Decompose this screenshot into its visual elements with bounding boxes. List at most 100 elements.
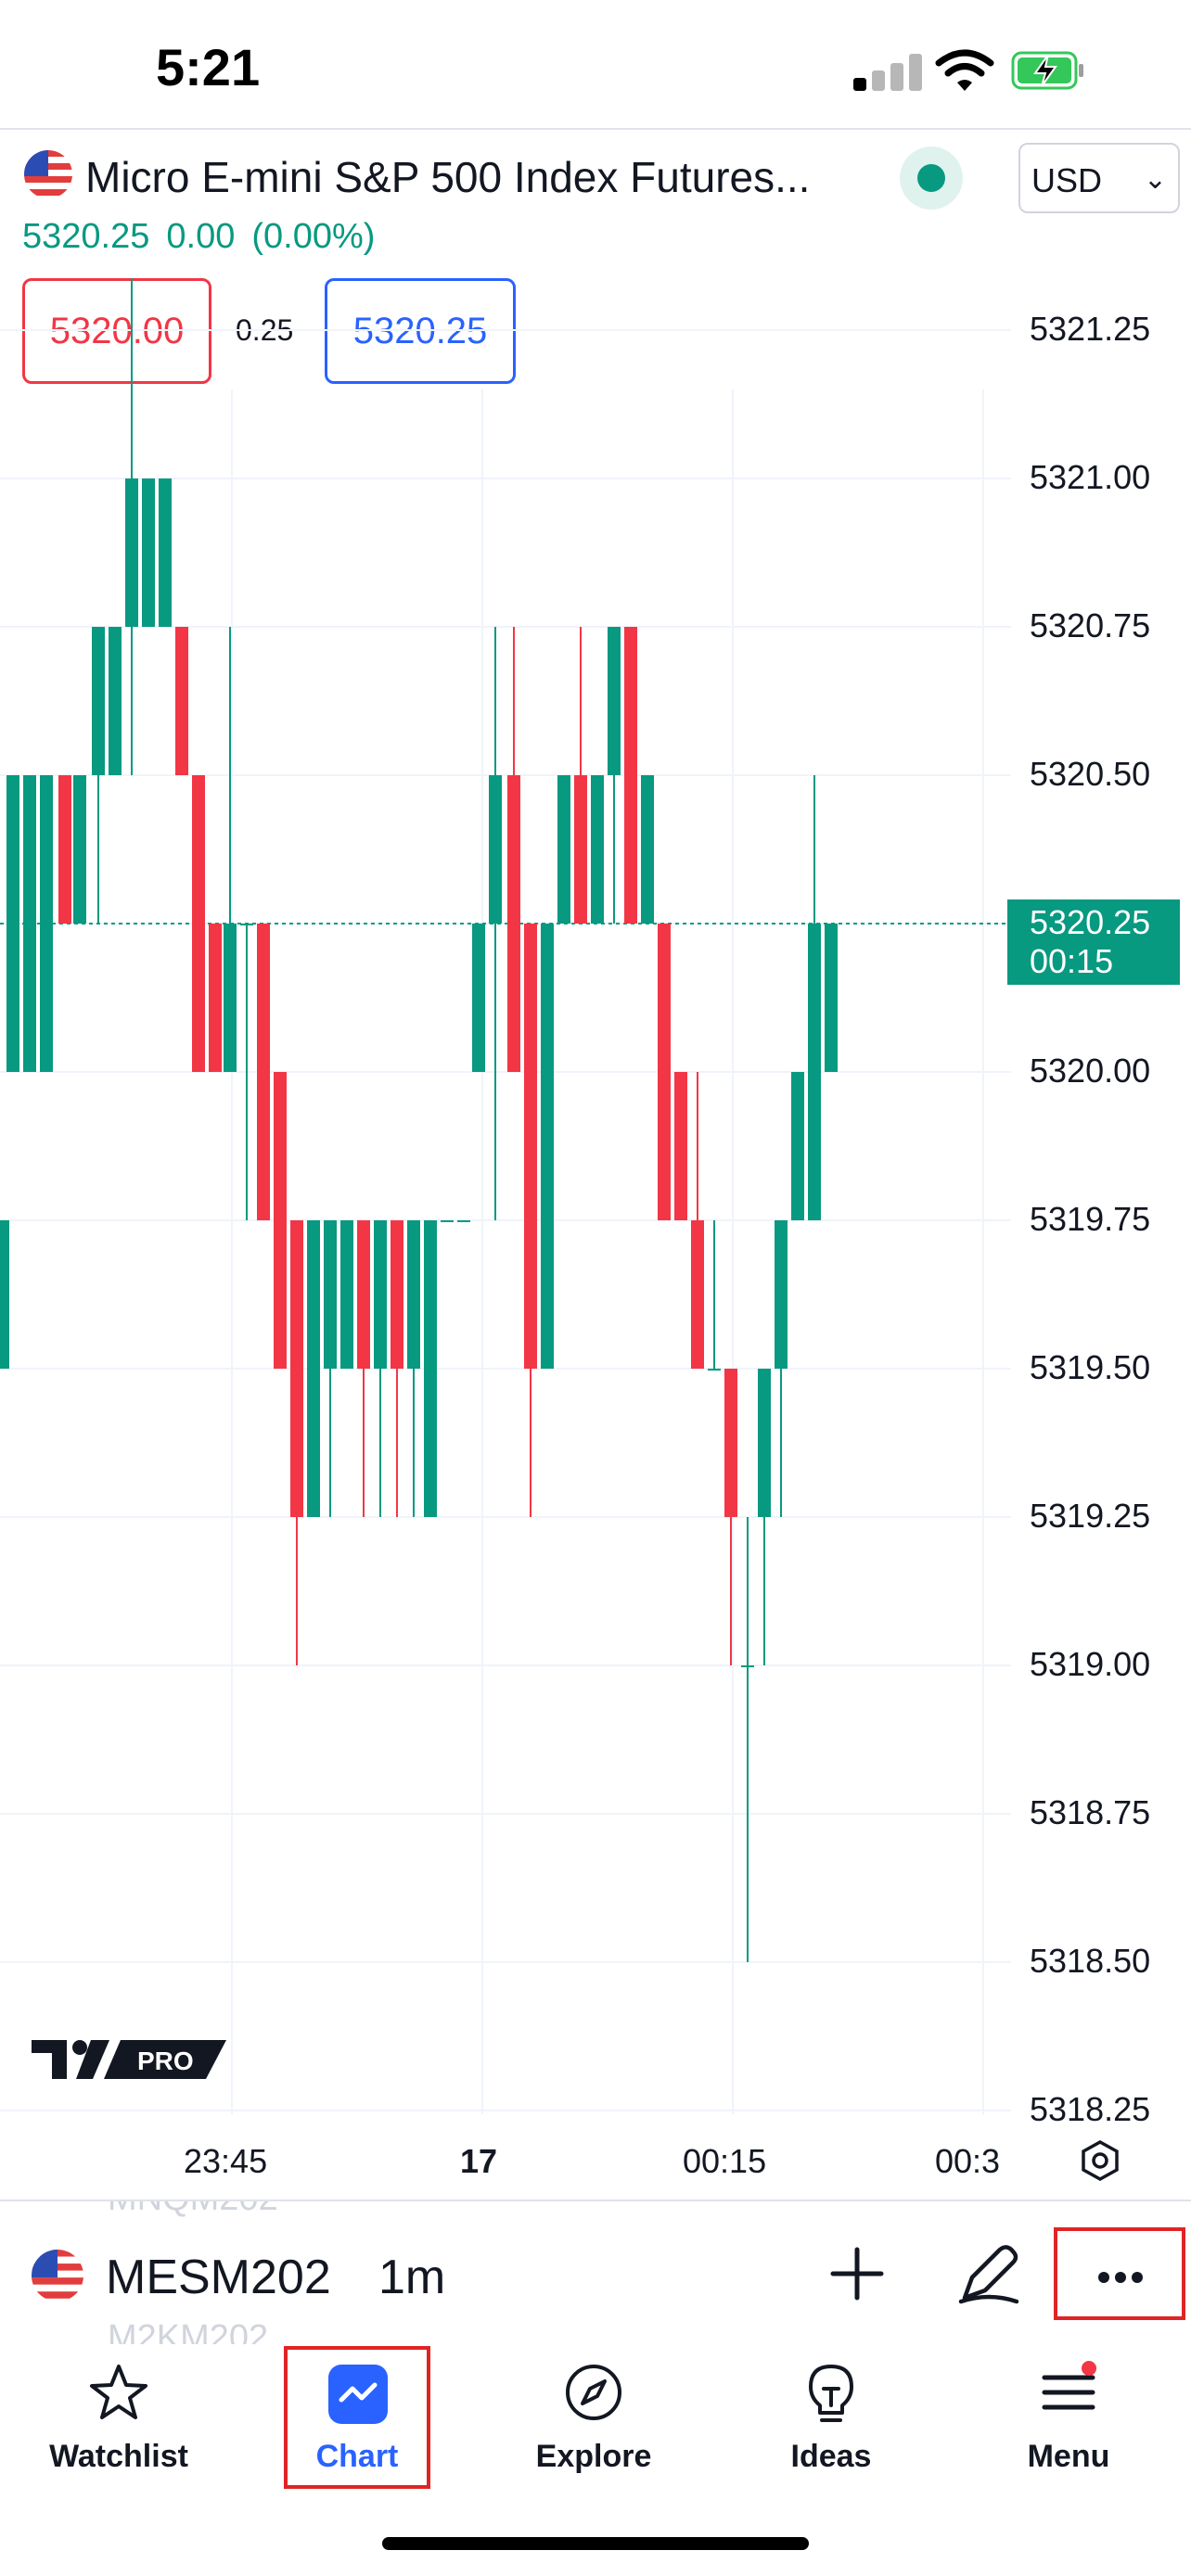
- lightbulb-icon: [809, 2365, 853, 2422]
- symbol-title[interactable]: Micro E-mini S&P 500 Index Futures...: [85, 153, 811, 201]
- candle-body: [457, 1220, 470, 1222]
- candle-body: [624, 627, 637, 924]
- candle-body: [658, 924, 671, 1220]
- candle-body: [6, 775, 19, 1072]
- symbol-search-button[interactable]: MESM202: [106, 2251, 331, 2304]
- price-change-percent: (0.00%): [251, 217, 376, 256]
- candle-body: [340, 1220, 353, 1369]
- us-flag-icon: [24, 150, 72, 198]
- more-options-button[interactable]: [1054, 2227, 1185, 2320]
- nav-chart[interactable]: Chart: [284, 2346, 430, 2489]
- candle-body: [290, 1220, 303, 1517]
- candle-body: [775, 1220, 788, 1369]
- price-axis-label: 5320.50: [1030, 755, 1151, 793]
- more-dot: [1098, 2272, 1109, 2283]
- price-axis-label: 5321.00: [1030, 458, 1151, 496]
- time-axis-label: 17: [460, 2142, 498, 2180]
- price-change: 0.00: [166, 217, 236, 256]
- candle-body: [424, 1220, 437, 1517]
- candle-body: [472, 924, 485, 1072]
- chart-settings-icon[interactable]: [1078, 2138, 1122, 2183]
- candle-body: [92, 627, 105, 775]
- chevron-down-icon: ⌄: [1143, 164, 1167, 195]
- candle-body: [591, 775, 604, 924]
- price-axis-label: 5321.25: [1030, 310, 1151, 348]
- menu-hamburger-icon: [1042, 2361, 1096, 2410]
- candle-body: [507, 775, 520, 1072]
- market-open-indicator[interactable]: [900, 147, 963, 210]
- candle-body: [608, 627, 621, 775]
- candle-body: [407, 1220, 420, 1369]
- previous-symbol-ghost: MNQM202: [108, 2201, 278, 2219]
- tradingview-logo: PRO: [32, 2040, 226, 2079]
- candle-body: [224, 924, 237, 1072]
- candle-body: [175, 627, 188, 775]
- nav-watchlist[interactable]: Watchlist: [26, 2346, 211, 2485]
- price-axis-label: 5318.50: [1030, 1942, 1151, 1980]
- status-bar: 5:21: [0, 0, 1191, 130]
- more-dot: [1115, 2272, 1126, 2283]
- candle-body: [524, 924, 537, 1369]
- price-axis-label: 5320.00: [1030, 1052, 1151, 1090]
- wifi-icon: [935, 49, 994, 91]
- nav-label: Explore: [535, 2439, 652, 2474]
- candle-body: [708, 1369, 721, 1371]
- current-price-tag-countdown: 00:15: [1030, 942, 1114, 980]
- candle-body: [192, 775, 205, 1072]
- price-axis-label: 5319.50: [1030, 1348, 1151, 1386]
- time-axis-label: 23:45: [184, 2142, 268, 2180]
- nav-explore[interactable]: Explore: [501, 2346, 686, 2485]
- home-indicator: [382, 2537, 809, 2550]
- candle-body: [324, 1220, 337, 1369]
- status-time: 5:21: [156, 38, 261, 96]
- candle-body: [741, 1665, 754, 1667]
- current-price-tag-price: 5320.25: [1030, 903, 1151, 941]
- interval-button[interactable]: 1m: [378, 2251, 446, 2304]
- candle-body: [391, 1220, 403, 1369]
- cellular-signal-icon: [853, 54, 924, 91]
- star-icon: [90, 2365, 147, 2419]
- candle-body: [674, 1072, 687, 1220]
- drawing-pen-icon[interactable]: [952, 2237, 1026, 2311]
- candle-body: [758, 1369, 771, 1517]
- candle-body: [23, 775, 36, 1072]
- candle-body: [40, 775, 53, 1072]
- candle-body: [357, 1220, 370, 1369]
- price-axis-label: 5318.75: [1030, 1793, 1151, 1831]
- price-axis-label: 5319.25: [1030, 1497, 1151, 1535]
- candle-body: [574, 775, 587, 924]
- candle-body: [73, 775, 86, 924]
- currency-select[interactable]: USD ⌄: [1018, 143, 1180, 213]
- candle-body: [374, 1220, 387, 1369]
- add-plus-icon[interactable]: [820, 2237, 894, 2311]
- candle-body: [808, 924, 821, 1220]
- us-flag-icon: [32, 2250, 83, 2302]
- battery-charging-icon: [1011, 51, 1083, 90]
- candle-body: [257, 924, 270, 1220]
- time-axis-label: 00:3: [935, 2142, 1001, 2180]
- chart-icon: [328, 2365, 388, 2424]
- logo-pro-text: PRO: [137, 2047, 194, 2075]
- candle-body: [489, 775, 502, 924]
- candle-body: [240, 924, 253, 925]
- candle-body: [0, 1220, 9, 1369]
- candle-body: [541, 924, 554, 1369]
- price-axis-label: 5318.25: [1030, 2090, 1151, 2128]
- price-axis-label: 5319.75: [1030, 1200, 1151, 1238]
- candle-body: [307, 1220, 320, 1517]
- candle-body: [209, 924, 222, 1072]
- candle-body: [58, 775, 71, 924]
- candle-body: [274, 1072, 287, 1369]
- nav-label: Watchlist: [49, 2439, 188, 2474]
- nav-label: Menu: [1027, 2439, 1110, 2474]
- last-price: 5320.25: [22, 217, 150, 256]
- candlestick-chart[interactable]: [0, 278, 1191, 2133]
- candle-body: [825, 924, 838, 1072]
- next-symbol-ghost: M2KM202: [108, 2318, 269, 2344]
- candle-body: [159, 478, 172, 627]
- candle-body: [142, 478, 155, 627]
- candle-body: [109, 627, 122, 775]
- nav-ideas[interactable]: Ideas: [738, 2346, 924, 2485]
- nav-menu[interactable]: Menu: [976, 2346, 1161, 2485]
- symbol-toolbar: MNQM202 MESM202 1m M2KM202: [0, 2200, 1191, 2344]
